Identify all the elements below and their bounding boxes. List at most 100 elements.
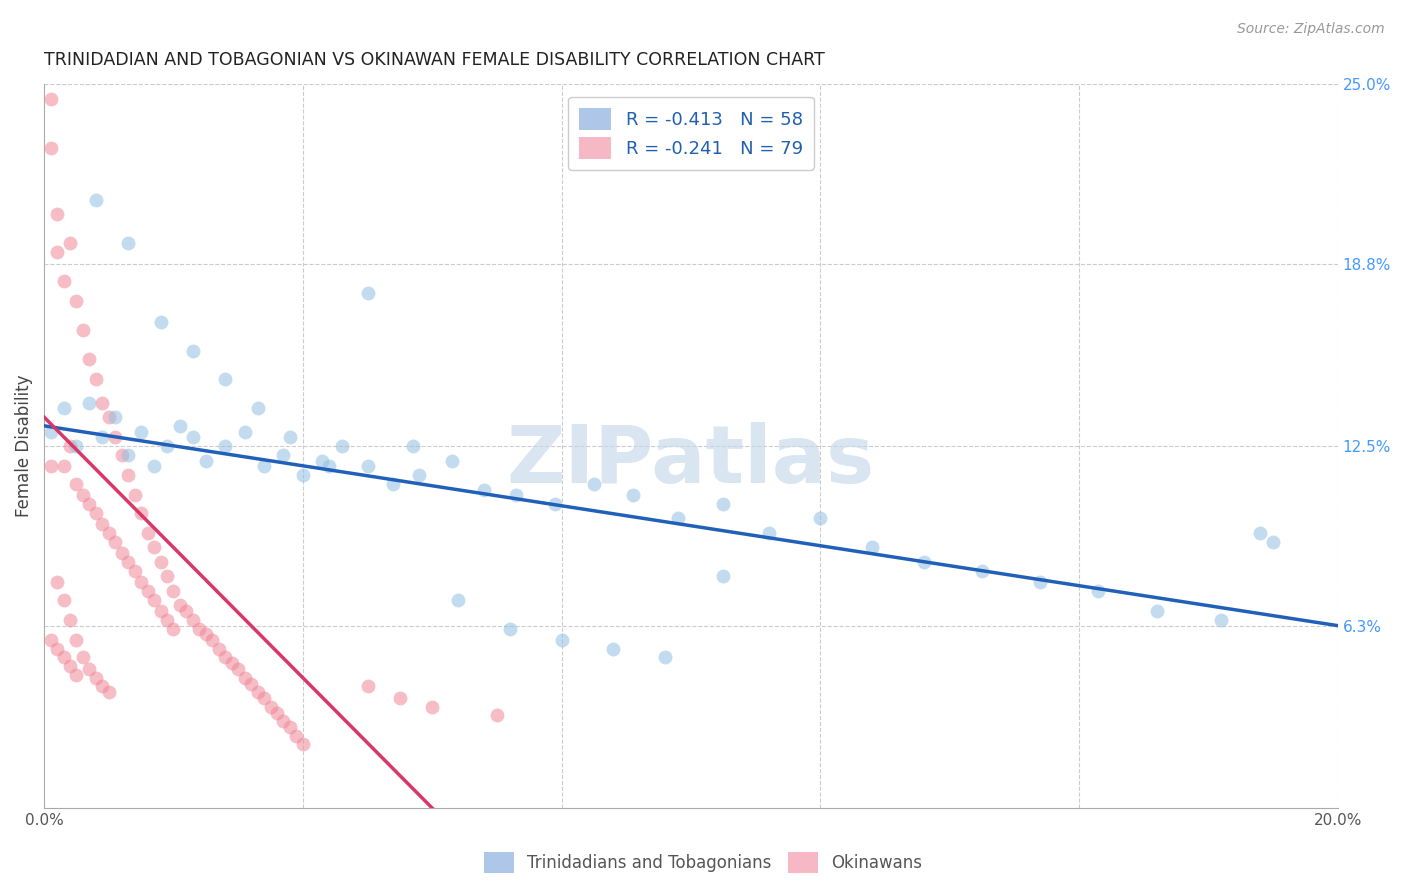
Point [550,633,572,648]
Point [84,506,107,520]
Point [278,720,301,734]
Point [654,650,676,665]
Point [485,708,508,723]
Point [602,641,624,656]
Point [188,622,211,636]
Point [1029,575,1052,590]
Legend: Trinidadians and Tobagonians, Okinawans: Trinidadians and Tobagonians, Okinawans [477,846,929,880]
Point [266,706,288,720]
Point [169,599,191,613]
Point [72,488,94,502]
Point [181,613,204,627]
Point [117,448,139,462]
Point [79,662,101,676]
Point [129,506,152,520]
Point [233,671,256,685]
Point [291,468,314,483]
Point [226,662,249,676]
Point [259,699,281,714]
Point [72,323,94,337]
Point [253,459,276,474]
Point [221,657,243,671]
Point [214,372,236,386]
Point [39,633,62,648]
Legend: R = -0.413   N = 58, R = -0.241   N = 79: R = -0.413 N = 58, R = -0.241 N = 79 [568,96,814,169]
Point [52,274,75,288]
Point [91,430,114,444]
Point [318,459,340,474]
Point [52,401,75,416]
Point [104,534,127,549]
Point [143,592,166,607]
Point [46,575,69,590]
Point [273,448,295,462]
Point [91,517,114,532]
Text: ZIPatlas: ZIPatlas [506,422,875,500]
Point [129,575,152,590]
Point [111,448,134,462]
Point [104,410,127,425]
Point [156,613,179,627]
Point [39,92,62,106]
Point [156,439,179,453]
Point [104,430,127,444]
Point [136,526,159,541]
Point [149,555,172,569]
Point [65,668,87,682]
Point [136,583,159,598]
Point [162,583,184,598]
Point [278,430,301,444]
Point [544,497,567,511]
Text: TRINIDADIAN AND TOBAGONIAN VS OKINAWAN FEMALE DISABILITY CORRELATION CHART: TRINIDADIAN AND TOBAGONIAN VS OKINAWAN F… [44,51,825,69]
Point [388,691,411,706]
Point [420,699,443,714]
Point [208,641,231,656]
Point [440,453,463,467]
Point [39,425,62,439]
Point [194,453,217,467]
Point [176,604,198,618]
Point [79,395,101,409]
Point [65,633,87,648]
Point [65,294,87,309]
Point [499,622,522,636]
Point [91,680,114,694]
Point [46,641,69,656]
Point [621,488,644,502]
Point [194,627,217,641]
Point [402,439,425,453]
Point [311,453,333,467]
Point [233,425,256,439]
Point [711,497,734,511]
Point [214,439,236,453]
Point [758,526,780,541]
Point [711,569,734,583]
Point [129,425,152,439]
Point [330,439,353,453]
Point [59,613,82,627]
Point [201,633,224,648]
Point [59,236,82,251]
Point [97,685,120,699]
Point [356,285,378,300]
Point [356,459,378,474]
Point [59,439,82,453]
Point [246,401,269,416]
Point [91,395,114,409]
Point [111,546,134,560]
Point [46,245,69,260]
Point [1261,534,1284,549]
Point [181,430,204,444]
Point [149,604,172,618]
Point [52,459,75,474]
Point [1211,613,1233,627]
Point [143,541,166,555]
Point [1087,583,1109,598]
Point [666,511,689,525]
Point [52,592,75,607]
Point [273,714,295,729]
Point [169,418,191,433]
Point [52,650,75,665]
Point [84,193,107,207]
Point [46,207,69,221]
